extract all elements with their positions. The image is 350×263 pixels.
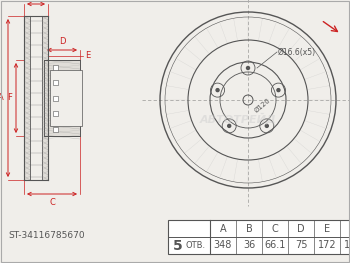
Text: 154: 154 bbox=[344, 240, 350, 250]
Text: 75: 75 bbox=[295, 240, 307, 250]
Circle shape bbox=[216, 89, 219, 92]
Text: B: B bbox=[246, 224, 252, 234]
Bar bbox=[44, 60, 80, 136]
Text: E: E bbox=[324, 224, 330, 234]
Text: D: D bbox=[59, 37, 65, 46]
Bar bbox=[168, 220, 350, 254]
Text: A: A bbox=[220, 224, 226, 234]
Text: Ø16.6(x5): Ø16.6(x5) bbox=[278, 48, 316, 57]
Circle shape bbox=[246, 67, 250, 69]
Bar bbox=[24, 16, 30, 180]
Text: E: E bbox=[85, 50, 90, 59]
Text: A: A bbox=[0, 94, 4, 103]
Text: Ø120: Ø120 bbox=[253, 97, 271, 113]
Text: C: C bbox=[49, 198, 55, 207]
Bar bbox=[53, 80, 58, 85]
Text: 348: 348 bbox=[214, 240, 232, 250]
Circle shape bbox=[277, 89, 280, 92]
Text: C: C bbox=[272, 224, 278, 234]
Circle shape bbox=[228, 124, 231, 127]
Text: ST-34116785670: ST-34116785670 bbox=[8, 231, 85, 240]
Bar bbox=[50, 70, 82, 126]
Bar bbox=[42, 16, 48, 180]
Text: 172: 172 bbox=[318, 240, 336, 250]
Circle shape bbox=[265, 124, 268, 127]
Text: 5: 5 bbox=[173, 239, 183, 252]
Bar bbox=[53, 111, 58, 116]
Bar bbox=[53, 64, 58, 69]
Bar bbox=[53, 127, 58, 132]
Text: 66.1: 66.1 bbox=[264, 240, 286, 250]
Bar bbox=[53, 95, 58, 100]
Text: ОТВ.: ОТВ. bbox=[186, 241, 206, 250]
Text: F: F bbox=[7, 94, 12, 103]
Text: D: D bbox=[297, 224, 305, 234]
Text: 36: 36 bbox=[243, 240, 255, 250]
Bar bbox=[30, 16, 42, 180]
Text: АВТОТРЕЙД: АВТОТРЕЙД bbox=[199, 112, 276, 124]
